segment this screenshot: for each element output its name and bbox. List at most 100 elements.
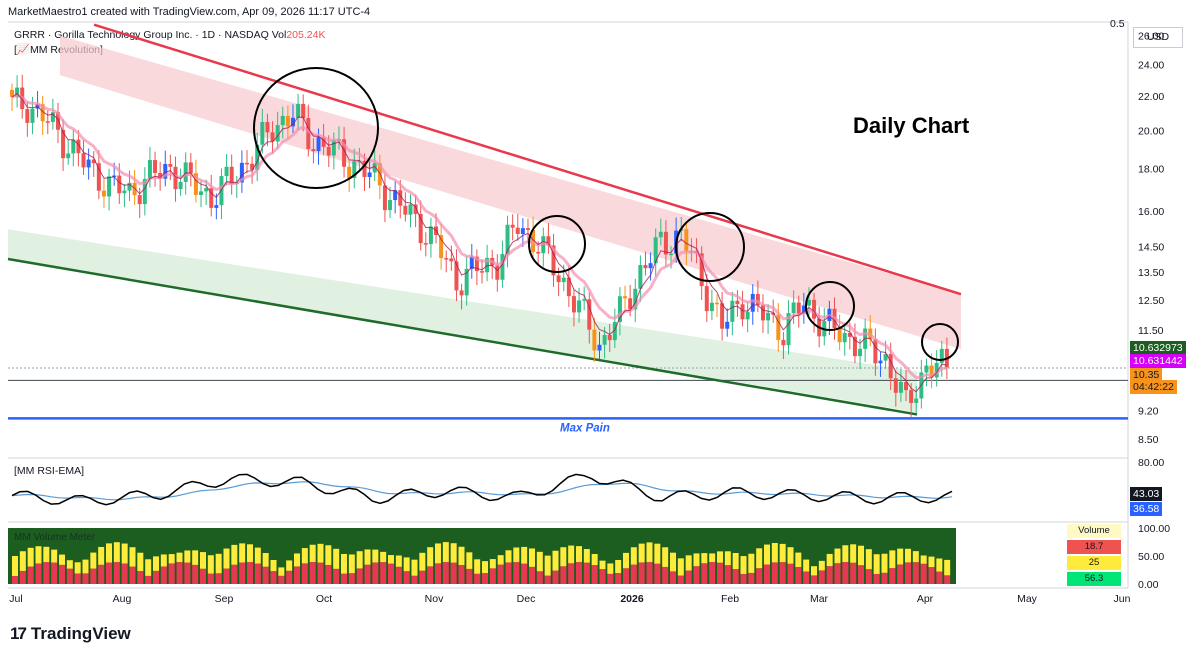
- time-axis-label: Jul: [9, 593, 22, 605]
- highlight-circle-2: [528, 215, 586, 273]
- volume-sell-bar: [834, 563, 841, 584]
- candle-body: [505, 224, 510, 254]
- tradingview-logo[interactable]: 17 TradingView: [10, 624, 131, 644]
- candle-body: [648, 263, 653, 269]
- volume-neutral-bar: [66, 560, 73, 569]
- volume-neutral-bar: [905, 548, 911, 563]
- candle-body: [178, 181, 183, 190]
- volume-neutral-bar: [325, 545, 332, 565]
- volume-sell-bar: [724, 565, 731, 584]
- candle-body: [873, 339, 878, 364]
- volume-neutral-bar: [317, 543, 324, 563]
- candle-body: [382, 185, 387, 211]
- volume-neutral-bar: [192, 550, 199, 565]
- volume-neutral-bar: [395, 555, 402, 567]
- candle-body: [643, 265, 648, 269]
- candle-body: [357, 160, 362, 163]
- candle-body: [81, 153, 86, 168]
- candle-body: [40, 104, 45, 122]
- candle-body: [755, 293, 760, 305]
- volume-neutral-bar: [270, 559, 277, 572]
- volume-sell-bar: [262, 566, 269, 584]
- candle-body: [924, 365, 929, 373]
- volume-neutral-bar: [466, 552, 473, 569]
- candle-body: [107, 176, 112, 197]
- volume-neutral-bar: [670, 552, 676, 572]
- candle-body: [158, 172, 163, 179]
- symbol-legend[interactable]: GRRR · Gorilla Technology Group Inc. · 1…: [14, 29, 325, 41]
- time-axis-label: Dec: [517, 593, 536, 605]
- price-axis-tick: 11.50: [1138, 325, 1164, 337]
- candle-body: [250, 163, 255, 170]
- footer-brand: TradingView: [30, 624, 131, 643]
- candle-body: [229, 166, 234, 185]
- volume-neutral-bar: [779, 543, 786, 563]
- candle-body: [587, 299, 592, 330]
- volume-neutral-bar: [638, 543, 645, 563]
- volume-sell-bar: [803, 571, 810, 584]
- volume-axis-tick: 100.00: [1138, 523, 1170, 535]
- candle-body: [628, 298, 633, 310]
- volume-sell-bar: [779, 562, 786, 584]
- volume-sell-bar: [662, 566, 669, 584]
- candle-body: [224, 166, 229, 177]
- currency-selector[interactable]: USD: [1133, 27, 1183, 48]
- rsi-axis-tick: 80.00: [1138, 457, 1164, 469]
- volume-sell-bar: [842, 562, 849, 584]
- candle-body: [398, 190, 403, 206]
- candle-body: [50, 112, 55, 122]
- volume-sell-bar: [301, 563, 308, 584]
- time-axis-label: Nov: [425, 593, 444, 605]
- volume-neutral-bar: [474, 559, 481, 574]
- volume-sell-bar: [27, 566, 34, 584]
- candle-body: [914, 398, 919, 403]
- volume-neutral-bar: [215, 553, 222, 574]
- time-axis-label: Feb: [721, 593, 739, 605]
- volume-neutral-bar: [607, 563, 614, 574]
- candle-body: [525, 228, 530, 230]
- volume-neutral-bar: [717, 551, 723, 563]
- volume-sell-bar: [685, 570, 692, 584]
- volume-neutral-bar: [865, 549, 872, 570]
- volume-neutral-bar: [113, 542, 120, 563]
- price-axis-tick: 9.20: [1138, 405, 1159, 417]
- candle-body: [663, 231, 668, 255]
- volume-neutral-bar: [435, 543, 441, 564]
- volume-sell-bar: [920, 563, 927, 584]
- candle-body: [270, 132, 275, 142]
- volume-neutral-bar: [278, 567, 285, 576]
- volume-neutral-bar: [458, 546, 465, 566]
- candle-body: [199, 191, 204, 195]
- candle-body: [791, 302, 796, 314]
- volume-sell-bar: [364, 564, 371, 584]
- volume-sell-bar: [599, 568, 606, 584]
- tradingview-logo-icon: 17: [10, 624, 27, 643]
- price-axis-tick: 22.00: [1138, 91, 1164, 103]
- candle-body: [909, 390, 914, 403]
- candle-body: [837, 327, 842, 343]
- candle-body: [939, 348, 944, 363]
- volume-sell-bar: [403, 571, 410, 584]
- candle-body: [418, 213, 423, 244]
- candle-body: [137, 195, 142, 205]
- volume-sell-bar: [419, 570, 426, 584]
- volume-sell-bar: [858, 565, 864, 584]
- volume-sell-bar: [137, 571, 144, 584]
- candle-body: [132, 182, 137, 196]
- volume-sell-bar: [43, 562, 50, 584]
- candle-body: [878, 360, 883, 364]
- volume-neutral-bar: [615, 559, 622, 574]
- volume-neutral-bar: [286, 560, 293, 571]
- candle-body: [766, 312, 771, 321]
- rsi-panel-label[interactable]: [MM RSI-EMA]: [14, 465, 85, 477]
- candle-body: [847, 332, 852, 337]
- candle-body: [474, 256, 479, 272]
- volume-sell-bar: [654, 563, 661, 584]
- candle-body: [531, 229, 536, 252]
- volume-neutral-bar: [380, 551, 387, 563]
- volume-neutral-bar: [12, 556, 18, 576]
- candle-body: [275, 125, 280, 142]
- volume-sell-bar: [529, 566, 535, 584]
- candle-body: [15, 87, 20, 98]
